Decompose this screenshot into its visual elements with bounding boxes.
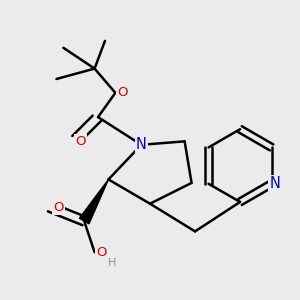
Text: O: O	[96, 246, 107, 259]
Text: O: O	[76, 135, 86, 148]
Text: O: O	[53, 201, 64, 214]
Text: N: N	[270, 176, 280, 191]
Text: N: N	[136, 137, 147, 152]
Polygon shape	[80, 179, 108, 224]
Text: O: O	[117, 86, 128, 99]
Text: H: H	[108, 258, 116, 268]
